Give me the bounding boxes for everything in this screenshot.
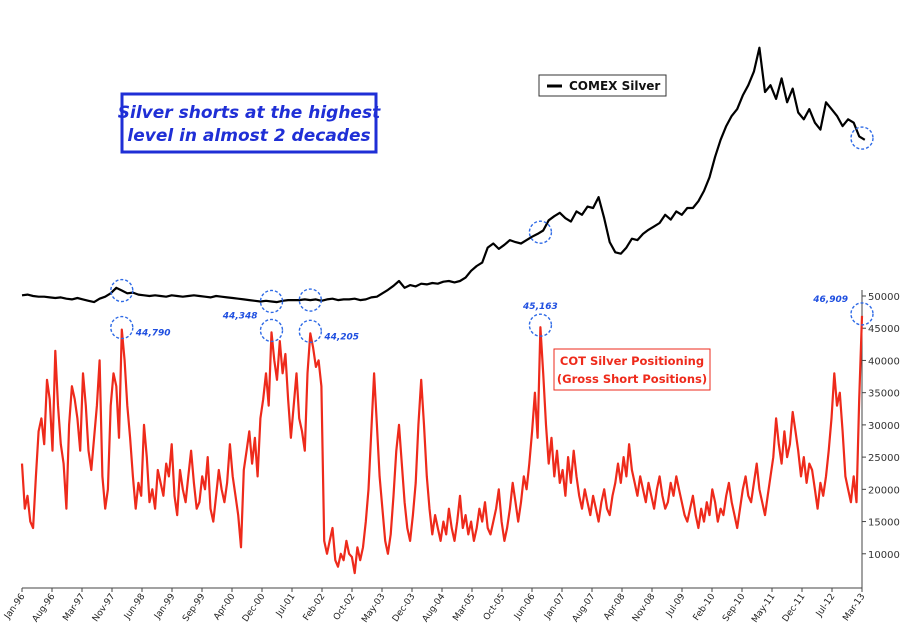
y-right-tick-label: 35000: [868, 389, 900, 400]
title-line-2: level in almost 2 decades: [127, 126, 370, 146]
x-tick-label: Jan-96: [2, 592, 27, 622]
x-tick-label: Aug-96: [31, 592, 58, 624]
axis-layer: Jan-96 Aug-96 Mar-97 Nov-97 Jun-98 Jan-99 Sep-…: [2, 290, 900, 625]
label-layer: 44,790 44,348 44,205 45,163 46,909: [135, 295, 848, 342]
cot-peak-circle: [528, 313, 553, 337]
x-tick-label: Sep-99: [181, 592, 208, 624]
x-tick-label: Jan-99: [152, 592, 177, 622]
y-right-tick-label: 40000: [868, 356, 900, 367]
title-frame: [120, 92, 378, 154]
cot-peak-label: 44,205: [323, 332, 359, 342]
title-box: Silver shorts at the highest level in al…: [118, 92, 381, 154]
x-tick-label: Jul-12: [814, 592, 837, 619]
x-tick-label: Oct-05: [482, 592, 508, 623]
x-tick-label: Mar-13: [841, 592, 867, 623]
x-tick-label: Jun-06: [512, 592, 537, 622]
silver-price-circle: [110, 278, 134, 303]
x-tick-label: May-11: [750, 592, 777, 625]
legend-cot-frame: [553, 348, 711, 391]
legend-comex-label: COMEX Silver: [569, 79, 660, 93]
x-tick-label: Dec-00: [241, 592, 268, 624]
y-right-tick-label: 25000: [868, 453, 900, 464]
x-tick-label: Apr-08: [602, 592, 627, 622]
y-right-tick-label: 50000: [868, 292, 900, 303]
series-line-comex-silver: [21, 46, 866, 304]
x-tick-label: Jun-98: [122, 592, 147, 622]
x-tick-label: Jul-09: [664, 592, 688, 620]
legend-cot-line-2: (Gross Short Positions): [557, 372, 707, 386]
legend-comex: COMEX Silver: [538, 74, 667, 97]
legend-cot-line-1: COT Silver Positioning: [560, 354, 704, 368]
legend-cot: COT Silver Positioning (Gross Short Posi…: [553, 348, 711, 391]
silver-price-circle: [259, 289, 284, 314]
cot-peak-circle: [259, 318, 284, 343]
x-tick-label: Mar-97: [61, 592, 87, 623]
silver-price-circle: [850, 126, 874, 150]
x-tick-label: Jan-07: [542, 592, 567, 622]
x-tick-label: Nov-97: [91, 592, 118, 624]
x-tick-label: Apr-00: [212, 592, 237, 622]
silver-price-circle: [528, 220, 553, 244]
cot-peak-circle: [110, 315, 134, 340]
series-line-cot-short-positions: [20, 315, 864, 575]
x-tick-label: Sep-10: [721, 592, 748, 624]
series-layer: [20, 46, 866, 575]
x-tick-label: Aug-07: [571, 592, 598, 624]
x-tick-label: Aug-04: [421, 592, 448, 624]
y-right-tick-label: 10000: [868, 550, 900, 561]
cot-peak-label: 44,790: [135, 329, 171, 339]
x-tick-label: Dec-11: [781, 592, 808, 624]
title-line-1: Silver shorts at the highest: [118, 103, 381, 123]
y-right-tick-label: 15000: [868, 518, 900, 529]
x-tick-label: Oct-02: [332, 592, 358, 623]
cot-peak-circle: [850, 302, 874, 326]
x-tick-label: Feb-02: [302, 592, 328, 623]
highlight-circles: [110, 126, 874, 344]
cot-peak-label: 44,348: [222, 311, 258, 321]
x-tick-label: Mar-05: [451, 592, 477, 623]
y-right-tick-label: 30000: [868, 421, 900, 432]
silver-price-circle: [298, 288, 323, 312]
y-right-tick-label: 20000: [868, 485, 900, 496]
cot-peak-label: 46,909: [812, 295, 848, 305]
y-right-tick-label: 45000: [868, 324, 900, 335]
legend-comex-frame: [538, 74, 667, 97]
cot-peak-circle: [298, 319, 323, 344]
x-tick-label: Nov-08: [631, 592, 658, 624]
x-tick-label: Jul-01: [274, 592, 297, 619]
x-tick-label: Feb-10: [692, 592, 718, 623]
cot-peak-label: 45,163: [522, 302, 558, 312]
x-tick-label: Dec-03: [391, 592, 418, 624]
x-tick-label: May-03: [360, 592, 387, 625]
